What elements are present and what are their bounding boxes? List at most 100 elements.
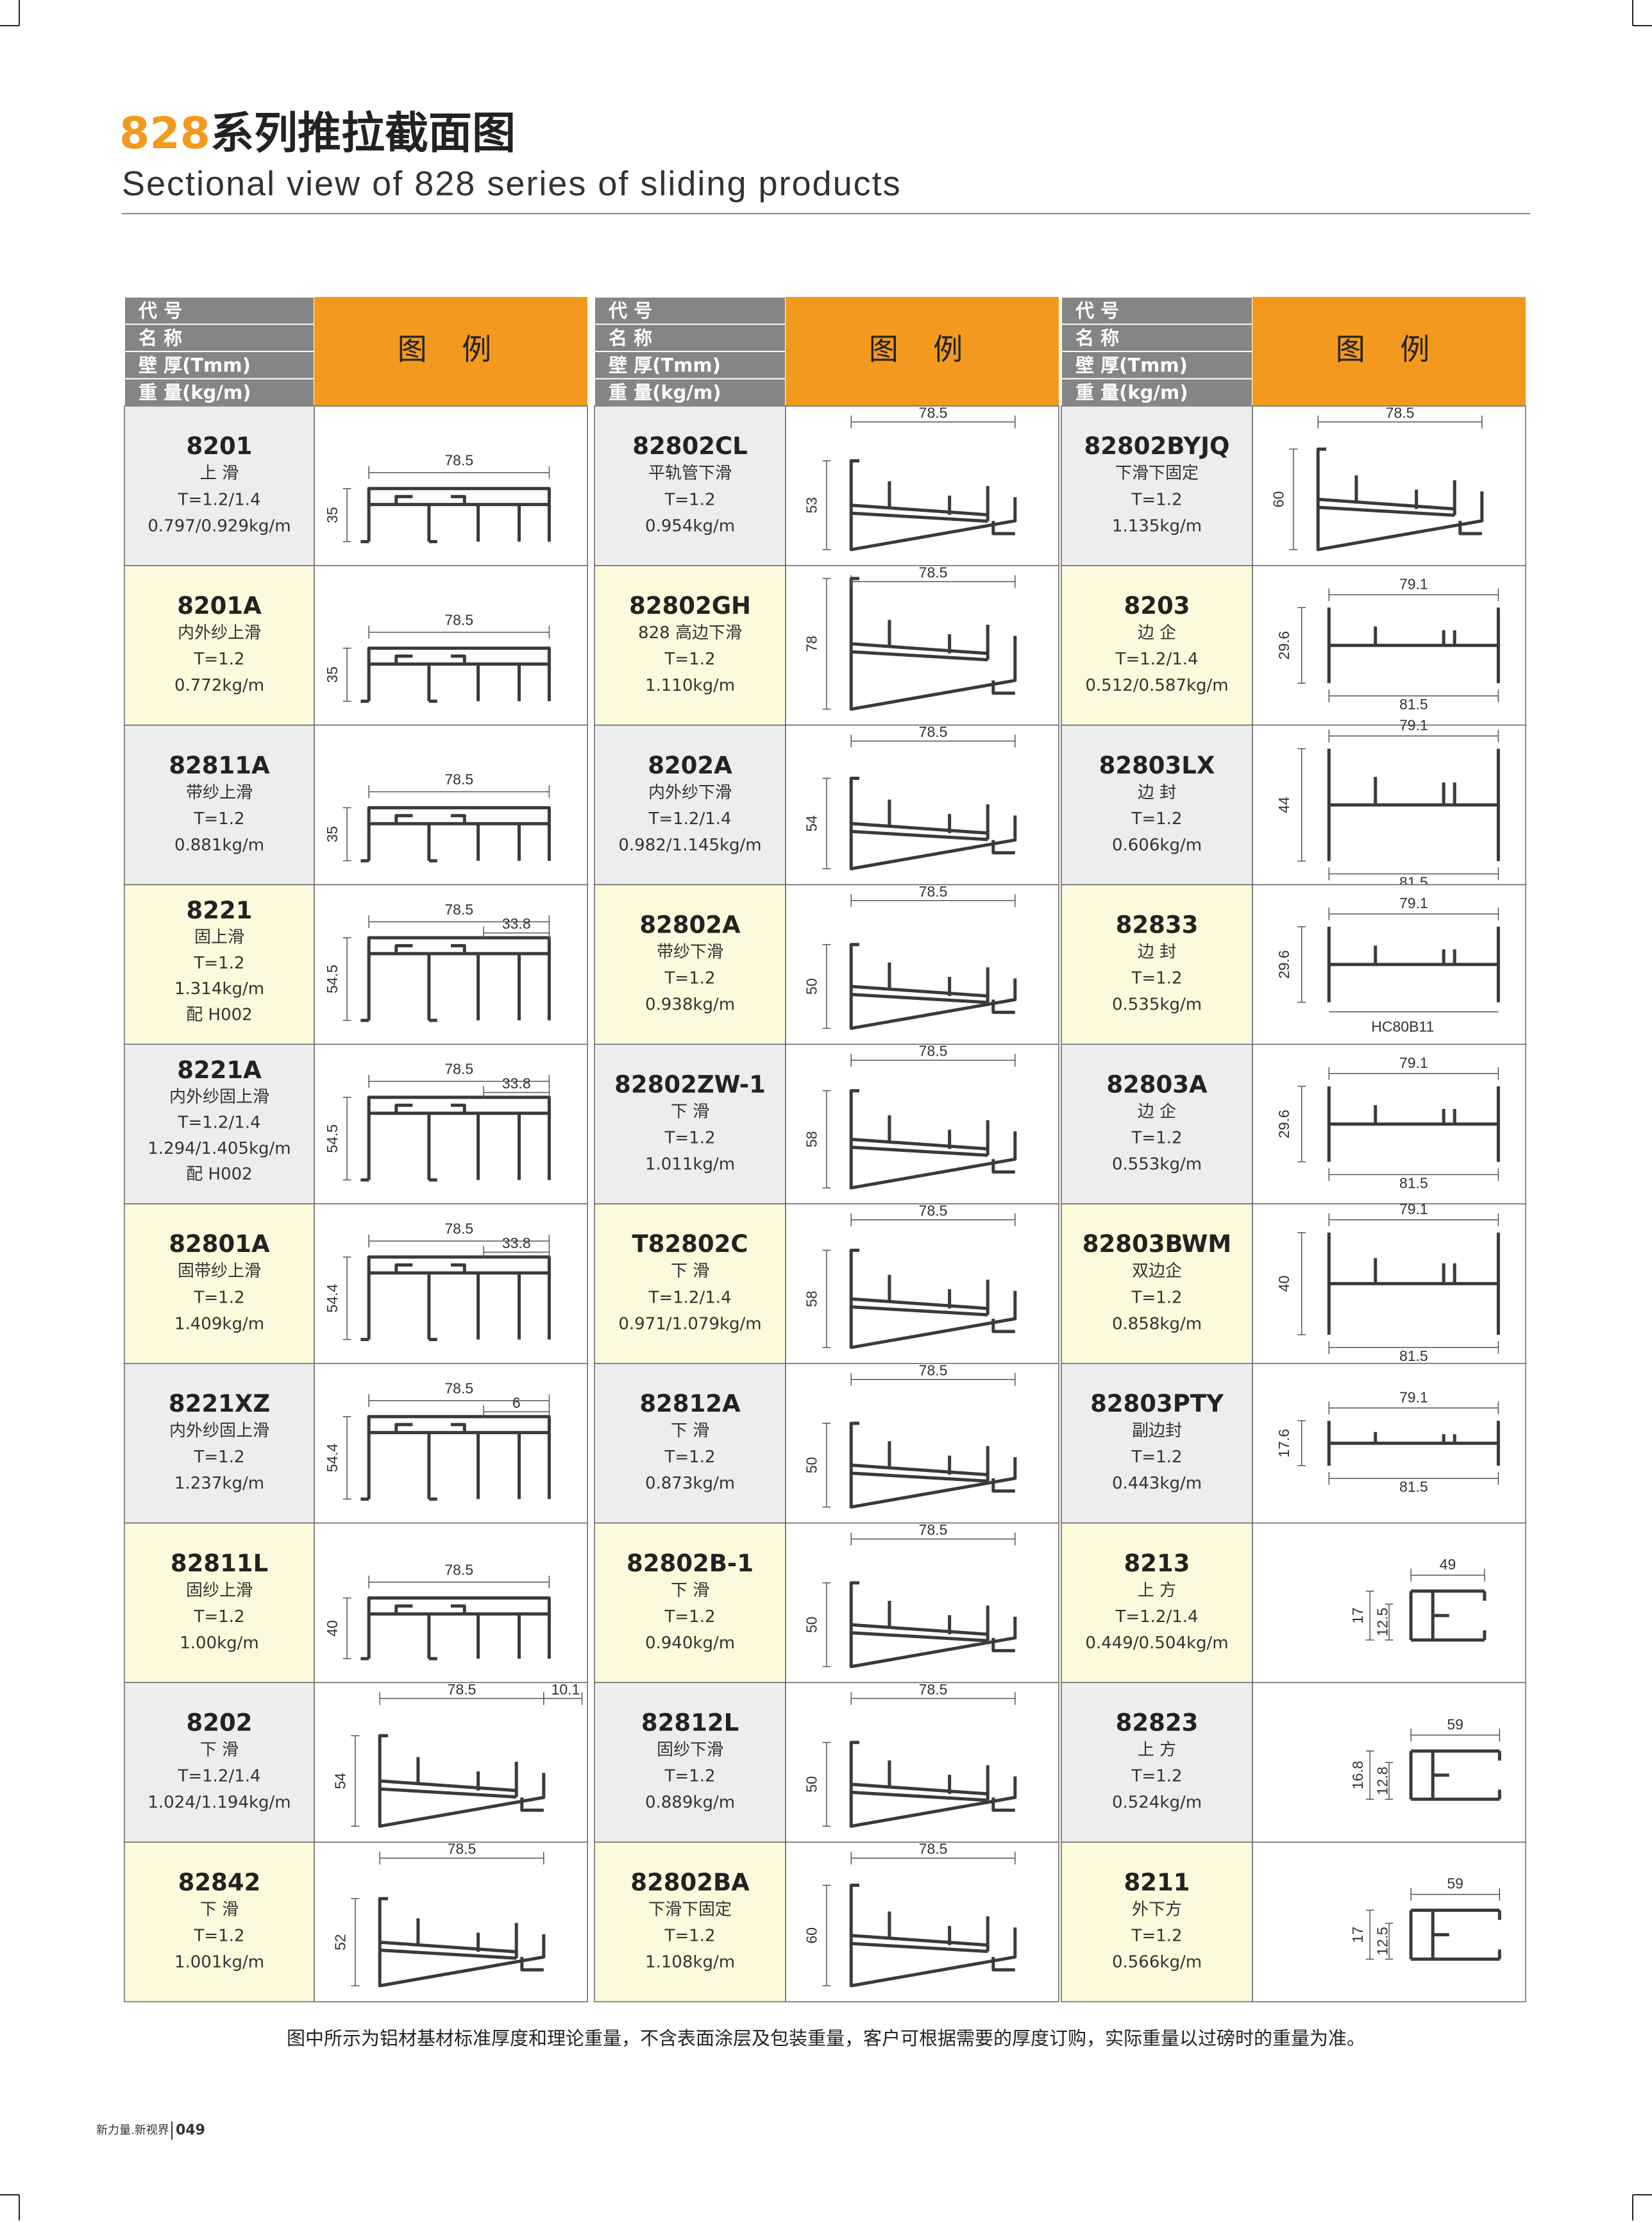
profile-drawing: 78.5 35 bbox=[324, 452, 551, 543]
item-weight: 1.00kg/m bbox=[180, 1634, 259, 1653]
dimension-label: 81.5 bbox=[1399, 696, 1428, 713]
profile-line bbox=[367, 647, 551, 668]
dimension-label: 78.5 bbox=[919, 1203, 948, 1219]
page-subtitle: Sectional view of 828 series of sliding … bbox=[122, 164, 902, 203]
item-name: 固上滑 bbox=[194, 928, 244, 947]
item-name: 平轨管下滑 bbox=[648, 464, 732, 483]
profile-line bbox=[849, 1883, 1017, 1988]
item-weight: 0.940kg/m bbox=[645, 1634, 735, 1653]
item-code: 82812L bbox=[641, 1709, 739, 1737]
profile-line bbox=[520, 1797, 544, 1812]
figure-cell bbox=[314, 1841, 588, 2002]
item-thickness: T=1.2/1.4 bbox=[1115, 1607, 1198, 1627]
profile-drawing: 78.5 33.8 54.4 bbox=[324, 1221, 551, 1341]
profile-line bbox=[451, 494, 466, 505]
item-name: 固纱上滑 bbox=[186, 1581, 253, 1600]
dimension-label: 78.5 bbox=[919, 1521, 948, 1538]
item-name: 下 滑 bbox=[671, 1262, 709, 1281]
profile-line bbox=[380, 1787, 517, 1799]
info-cell bbox=[124, 1682, 315, 1843]
item-name: 内外纱上滑 bbox=[178, 623, 261, 643]
dimension-label: 52 bbox=[332, 1934, 349, 1950]
dimension-label: 54 bbox=[804, 815, 820, 832]
item-name: 上 滑 bbox=[200, 464, 239, 483]
item-code: 8211 bbox=[1124, 1868, 1190, 1896]
item-thickness: T=1.2 bbox=[193, 1288, 244, 1307]
item-code: 82803A bbox=[1106, 1070, 1208, 1098]
item-weight: 0.858kg/m bbox=[1112, 1314, 1202, 1333]
item-thickness: T=1.2 bbox=[664, 1926, 715, 1945]
item-thickness: T=1.2 bbox=[664, 1448, 715, 1467]
profile-line bbox=[849, 1421, 1017, 1509]
profile-drawing: 78.5 50 bbox=[804, 1362, 1017, 1509]
profile-line bbox=[991, 999, 1015, 1014]
item-code: 82802A bbox=[639, 911, 741, 939]
item-code: 82842 bbox=[178, 1868, 261, 1896]
item-name: 固带纱上滑 bbox=[178, 1262, 261, 1281]
item-weight: 0.797/0.929kg/m bbox=[148, 516, 291, 536]
info-cell bbox=[1061, 724, 1253, 886]
item-code: 82811A bbox=[169, 752, 270, 779]
profile-line bbox=[851, 1297, 988, 1310]
figure-cell bbox=[1252, 405, 1526, 566]
item-weight: 1.108kg/m bbox=[645, 1953, 735, 1972]
dimension-label: 49 bbox=[1440, 1556, 1456, 1573]
profile-drawing: 78.5 53 bbox=[804, 405, 1017, 552]
item-code: 82812A bbox=[639, 1390, 741, 1417]
item-weight: 0.881kg/m bbox=[174, 836, 264, 855]
item-thickness: T=1.2 bbox=[664, 1767, 715, 1786]
profile-line bbox=[991, 521, 1015, 536]
item-code: 82811L bbox=[171, 1550, 268, 1577]
dimension-label: 78.5 bbox=[1386, 405, 1415, 421]
header-label: 代 号 bbox=[138, 300, 182, 321]
item-name: 双边企 bbox=[1132, 1262, 1182, 1281]
header-cell bbox=[594, 378, 786, 407]
profile-line bbox=[394, 1423, 413, 1433]
item-name: 上 方 bbox=[1138, 1741, 1176, 1760]
item-thickness: T=1.2 bbox=[1131, 1767, 1182, 1786]
dimension-label: 78.5 bbox=[919, 405, 948, 421]
profile-line bbox=[394, 1604, 413, 1614]
item-name: 下滑下固定 bbox=[648, 1900, 732, 1919]
dimension-label: 54.4 bbox=[324, 1443, 341, 1472]
item-name: 边 封 bbox=[1138, 783, 1176, 802]
dimension-label: 29.6 bbox=[1276, 1110, 1292, 1138]
profile-line bbox=[851, 822, 988, 835]
profile-line bbox=[851, 1631, 988, 1643]
profile-line bbox=[1316, 447, 1484, 552]
title-text: 系列推拉截面图 bbox=[210, 108, 516, 159]
dimension-label: 17.6 bbox=[1276, 1429, 1292, 1458]
title-number: 828 bbox=[119, 108, 210, 159]
figure-cell bbox=[785, 1203, 1059, 1364]
profile-drawing: 78.5 58 bbox=[804, 1203, 1017, 1349]
item-thickness: T=1.2 bbox=[664, 1128, 715, 1147]
info-cell bbox=[1061, 1203, 1253, 1364]
item-thickness: T=1.2/1.4 bbox=[1115, 650, 1198, 669]
item-name: 下 滑 bbox=[200, 1900, 239, 1919]
dimension-label: 44 bbox=[1276, 797, 1292, 813]
profile-line bbox=[451, 1604, 466, 1614]
dimension-label: 78.5 bbox=[919, 1043, 948, 1060]
profile-drawing: 78.5 33.8 54.5 bbox=[324, 1061, 551, 1182]
profile-line bbox=[394, 494, 413, 505]
item-name: 内外纱下滑 bbox=[648, 783, 732, 802]
profile-line bbox=[851, 1791, 988, 1802]
header-label: 代 号 bbox=[608, 300, 652, 321]
figure-header-cell bbox=[1252, 297, 1526, 406]
item-name: 下滑下固定 bbox=[1115, 464, 1199, 483]
figure-cell bbox=[785, 1363, 1059, 1524]
figure-cell bbox=[314, 884, 588, 1045]
item-code: T82802C bbox=[632, 1230, 748, 1258]
info-cell bbox=[594, 405, 786, 566]
dimension-label: 12.5 bbox=[1374, 1608, 1391, 1637]
header-label: 名 称 bbox=[139, 327, 182, 349]
dimension-label: 17 bbox=[1349, 1927, 1366, 1943]
item-code: 8221 bbox=[187, 897, 253, 924]
dimension-label: 81.5 bbox=[1399, 1478, 1428, 1495]
dimension-label: HC80B11 bbox=[1371, 1019, 1434, 1035]
dimension-label: 12.8 bbox=[1374, 1766, 1391, 1795]
item-thickness: T=1.2/1.4 bbox=[177, 1113, 260, 1133]
item-name: 内外纱固上滑 bbox=[169, 1421, 269, 1441]
item-code: 82802ZW-1 bbox=[614, 1070, 766, 1098]
